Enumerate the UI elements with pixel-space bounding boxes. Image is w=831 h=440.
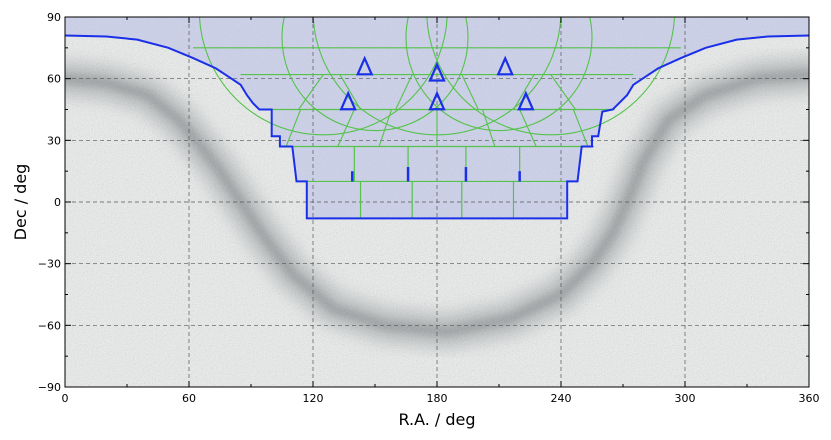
y-tick-label: 90 [47,11,61,24]
x-tick-label: 300 [675,392,696,405]
x-tick-label: 360 [799,392,820,405]
tile-triangles [339,55,535,111]
tile-edge [339,74,362,110]
tile-edge [512,74,535,110]
axis-ticks [64,16,810,388]
tile-triangle [496,55,514,76]
tile-arc [405,17,593,132]
y-tick-label: −60 [38,319,61,332]
x-axis-label: R.A. / deg [398,410,475,429]
tile-edge [572,109,589,147]
y-axis-label: Dec / deg [11,164,30,241]
tile-triangle [428,90,446,111]
tile-triangle [428,61,446,82]
x-tick-label: 0 [62,392,69,405]
tile-arc [312,17,562,136]
y-tick-label: −30 [38,258,61,271]
tile-arc [426,17,676,136]
tile-triangle [339,90,357,111]
tile-edge [395,74,413,110]
tile-arc [198,17,448,136]
tile-edge [337,109,355,147]
y-tick-labels: −90 −60 −30 0 30 60 90 [38,11,61,394]
y-tick-label: 60 [47,73,61,86]
y-tick-label: −90 [38,381,61,394]
y-tick-label: 30 [47,134,61,147]
grid-lines [65,17,809,387]
tile-segments [351,167,521,182]
x-tick-label: 120 [303,392,324,405]
tile-triangle [517,90,535,111]
tile-triangle [355,55,374,76]
tile-arc [281,17,469,132]
tile-edge [298,74,324,110]
x-tick-label: 180 [427,392,448,405]
tile-edge [519,109,537,147]
x-tick-label: 60 [182,392,196,405]
x-tick-labels: 0 60 120 180 240 300 360 [62,392,820,405]
tile-edge [550,74,576,110]
tile-edge [285,109,302,147]
y-tick-label: 0 [54,196,61,209]
x-tick-label: 240 [551,392,572,405]
survey-footprint-outline [65,34,809,220]
tile-edge [461,74,479,110]
